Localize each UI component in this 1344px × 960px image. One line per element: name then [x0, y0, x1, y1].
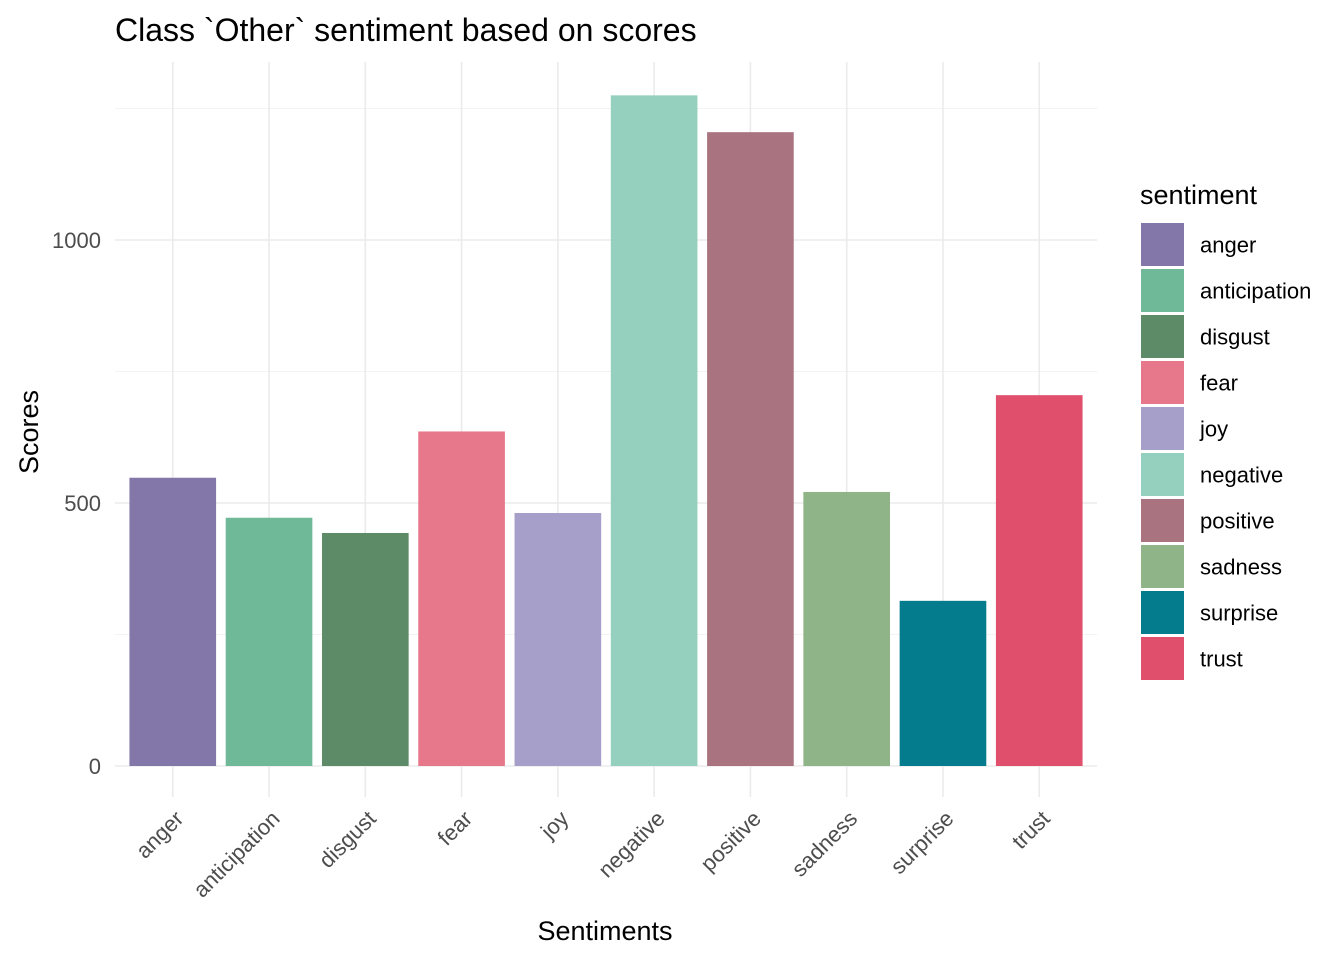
legend-key-surprise [1141, 591, 1184, 634]
x-axis-ticks: anger anticipation disgust fear joy negative p… [131, 806, 1055, 902]
y-tick-label: 0 [89, 754, 101, 779]
y-tick-label: 500 [64, 491, 101, 516]
legend-label: anticipation [1200, 279, 1311, 304]
legend-label: sadness [1200, 555, 1282, 580]
bar-disgust [321, 532, 409, 766]
x-tick-label: joy [535, 806, 573, 844]
legend-key-fear [1141, 361, 1184, 404]
bar-surprise [899, 600, 987, 766]
legend-label: positive [1200, 509, 1275, 534]
x-tick-label: fear [433, 806, 477, 850]
legend-key-positive [1141, 499, 1184, 542]
legend-label: disgust [1200, 325, 1270, 350]
legend-label: fear [1200, 371, 1238, 396]
legend-label: trust [1200, 647, 1243, 672]
legend-label: anger [1200, 233, 1256, 258]
legend-key-sadness [1141, 545, 1184, 588]
bar-anticipation [225, 517, 313, 766]
bar-fear [418, 431, 505, 766]
bar-trust [995, 395, 1083, 766]
x-tick-label: positive [696, 806, 766, 876]
bar-negative [610, 95, 698, 767]
x-axis-title: Sentiments [537, 916, 672, 946]
bars [129, 95, 1083, 767]
legend-label: joy [1199, 417, 1228, 442]
legend-title: sentiment [1140, 180, 1258, 210]
x-tick-label: anticipation [188, 806, 284, 902]
legend-key-anger [1141, 223, 1184, 266]
x-tick-label: trust [1007, 806, 1055, 854]
y-axis-ticks: 0 500 1000 [52, 228, 101, 779]
bar-anger [129, 477, 217, 766]
x-tick-label: surprise [885, 806, 958, 879]
y-axis-title: Scores [14, 390, 44, 474]
chart-title: Class `Other` sentiment based on scores [115, 12, 697, 48]
legend-label: surprise [1200, 601, 1278, 626]
x-tick-label: disgust [314, 806, 381, 873]
legend-key-disgust [1141, 315, 1184, 358]
legend-label: negative [1200, 463, 1283, 488]
legend: sentiment anger anticipation disgust fear jo… [1140, 180, 1311, 680]
legend-key-anticipation [1141, 269, 1184, 312]
x-tick-label: negative [593, 806, 670, 883]
bar-positive [707, 132, 794, 767]
y-tick-label: 1000 [52, 228, 101, 253]
legend-key-trust [1141, 637, 1184, 680]
x-tick-label: anger [131, 806, 188, 863]
bar-joy [514, 512, 602, 766]
bar-sadness [803, 491, 891, 766]
x-tick-label: sadness [787, 806, 863, 882]
legend-key-negative [1141, 453, 1184, 496]
legend-key-joy [1141, 407, 1184, 450]
